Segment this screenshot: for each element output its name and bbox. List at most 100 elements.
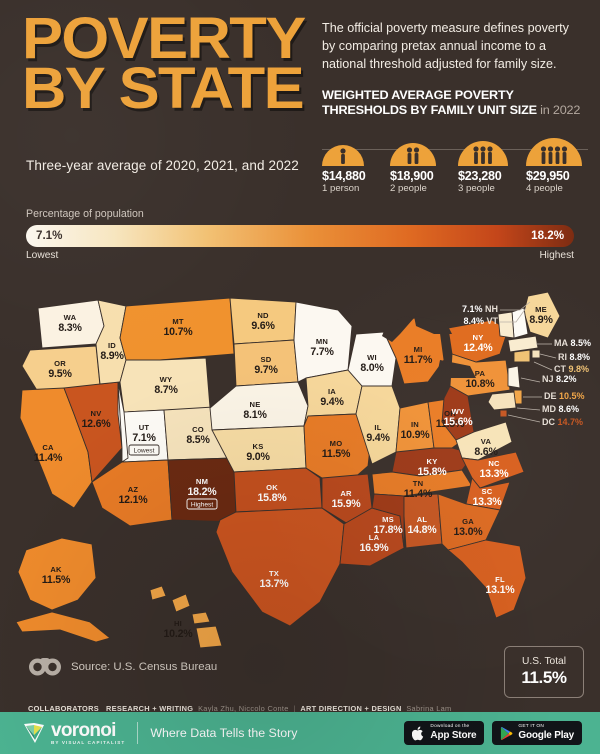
brand-subline: BY VISUAL CAPITALIST: [51, 739, 126, 745]
state-label-HI: HI 10.2%: [163, 619, 193, 640]
title-line-2: BY STATE: [22, 55, 305, 121]
legend: Percentage of population 7.1% 18.2% Lowe…: [26, 208, 574, 261]
brand-footer-bar: voronoi BY VISUAL CAPITALIST Where Data …: [0, 712, 600, 754]
google-play-text: GET IT ON Google Play: [518, 724, 574, 741]
threshold-amount: $14,880: [322, 169, 366, 183]
state-NE: [209, 381, 309, 431]
state-AK-tail: [15, 611, 111, 643]
thresholds-heading: WEIGHTED AVERAGE POVERTY THRESHOLDS BY F…: [322, 88, 593, 118]
state-NJ: [507, 365, 521, 389]
great-lakes: [382, 316, 476, 394]
title-line-1: POVERTY: [22, 6, 306, 71]
thresholds-heading-text: WEIGHTED AVERAGE POVERTY THRESHOLDS BY F…: [322, 88, 537, 117]
state-SD: [233, 339, 299, 387]
app-store-small-label: Download on the: [430, 724, 470, 730]
state-AZ: [91, 459, 173, 527]
header: POVERTY BY STATE Three-year average of 2…: [0, 0, 600, 196]
legend-end-labels: Lowest Highest: [26, 250, 574, 261]
annotation-badge-UT: Lowest: [128, 444, 160, 456]
voronoi-mark-icon: [24, 723, 44, 744]
family-dome-3: [458, 136, 508, 166]
state-HI-4: [195, 625, 223, 649]
state-annotation-badges: Lowest Highest: [128, 444, 218, 510]
threshold-item: $23,280 3 people: [458, 136, 520, 194]
legend-low-value: 7.1%: [36, 229, 63, 242]
threshold-item: $18,900 2 people: [390, 136, 452, 194]
threshold-amount: $29,950: [526, 169, 570, 183]
state-RI: [531, 349, 541, 359]
callout-labels: 7.1% NH 8.4% VT MA 8.5% RI 8.8% CT 9.8%NJ 8.2% DE 10…: [462, 304, 591, 427]
voronoi-logo[interactable]: voronoi BY VISUAL CAPITALIST: [22, 721, 125, 746]
intro-paragraph: The official poverty measure defines pov…: [322, 21, 569, 71]
callout-RI: RI 8.8%: [558, 352, 590, 362]
callout-CT: CT 9.8%: [554, 364, 589, 374]
state-AL: [403, 493, 443, 549]
collaborators-label: COLLABORATORS: [28, 704, 99, 713]
annotation-badge-NM: Highest: [186, 498, 218, 510]
threshold-people: 4 people: [526, 183, 563, 194]
family-dome-4: [526, 136, 582, 166]
app-store-large-label: App Store: [430, 729, 477, 741]
state-MT: [119, 297, 235, 361]
app-store-badge[interactable]: Download on the App Store: [404, 721, 485, 745]
source-text: Source: U.S. Census Bureau: [71, 661, 218, 673]
state-OK: [233, 467, 323, 513]
thresholds-baseline: [322, 149, 588, 150]
threshold-people: 2 people: [390, 183, 427, 194]
state-ND: [229, 297, 297, 345]
svg-text:Highest: Highest: [191, 501, 214, 508]
legend-caption: Percentage of population: [26, 208, 144, 220]
callout-leaders: [500, 301, 557, 423]
state-CT: [513, 349, 531, 363]
google-play-badge[interactable]: GET IT ON Google Play: [492, 721, 582, 745]
art-names: Sabrina Lam: [406, 704, 452, 713]
research-names: Kayla Zhu, Niccolo Conte: [198, 704, 289, 713]
threshold-people: 1 person: [322, 183, 360, 194]
voronoi-wordmark: voronoi BY VISUAL CAPITALIST: [51, 721, 125, 746]
google-play-small-label: GET IT ON: [518, 724, 545, 730]
page-subtitle: Three-year average of 2020, 2021, and 20…: [26, 158, 299, 173]
legend-lowest-label: Lowest: [26, 250, 59, 261]
collaborators-line: COLLABORATORS RESEARCH + WRITING Kayla Z…: [28, 704, 452, 713]
state-HI-3: [191, 611, 211, 625]
brand-name: voronoi: [51, 719, 116, 741]
state-FL: [447, 539, 527, 619]
brand-left-group: voronoi BY VISUAL CAPITALIST Where Data …: [22, 712, 297, 754]
state-VT: [497, 311, 515, 339]
callout-NH: 7.1% NH: [462, 304, 498, 314]
callout-MD: MD 8.6%: [542, 404, 579, 414]
us-total-value: 11.5%: [521, 668, 567, 687]
state-shapes[interactable]: [15, 291, 561, 649]
choropleth-map: WA 8.3% OR 9.5% CA 11.4% NV 12.6% ID 8.9% MT 10.7% W…: [0, 282, 600, 658]
apple-icon: [412, 726, 424, 740]
callout-DC: DC 14.7%: [542, 417, 583, 427]
family-dome-1: [322, 136, 364, 166]
threshold-amount: $18,900: [390, 169, 434, 183]
threshold-item: $14,880 1 person: [322, 136, 384, 194]
state-MD: [487, 391, 517, 411]
brand-divider: [137, 722, 139, 744]
legend-high-value: 18.2%: [531, 229, 564, 242]
state-DC: [499, 409, 508, 418]
legend-gradient-bar: 7.1% 18.2%: [26, 225, 574, 247]
state-MA: [507, 335, 539, 353]
threshold-people: 3 people: [458, 183, 495, 194]
google-play-icon: [501, 726, 513, 740]
state-IN: [395, 401, 435, 455]
state-MN: [293, 301, 353, 383]
state-HI-2: [171, 593, 191, 613]
callout-NJ: NJ 8.2%: [542, 374, 577, 384]
state-TX: [215, 507, 345, 627]
state-AK: [17, 537, 97, 611]
us-total-label: U.S. Total: [522, 656, 566, 667]
callout-DE: DE 10.5%: [544, 391, 585, 401]
thresholds-row: $14,880 1 person $18,900 2 people $23,28…: [322, 120, 588, 194]
art-label: ART DIRECTION + DESIGN: [300, 704, 402, 713]
state-WY: [119, 357, 211, 413]
binoculars-icon: [29, 658, 61, 676]
us-map-svg: WA 8.3%OR 9.5%CA 11.4%NV 12.6%ID 8.9%MT 10.7%W…: [15, 291, 591, 649]
callout-VT: 8.4% VT: [463, 316, 498, 326]
legend-highest-label: Highest: [539, 250, 574, 261]
svg-text:Lowest: Lowest: [134, 447, 155, 454]
page-title: POVERTY BY STATE: [22, 10, 340, 121]
